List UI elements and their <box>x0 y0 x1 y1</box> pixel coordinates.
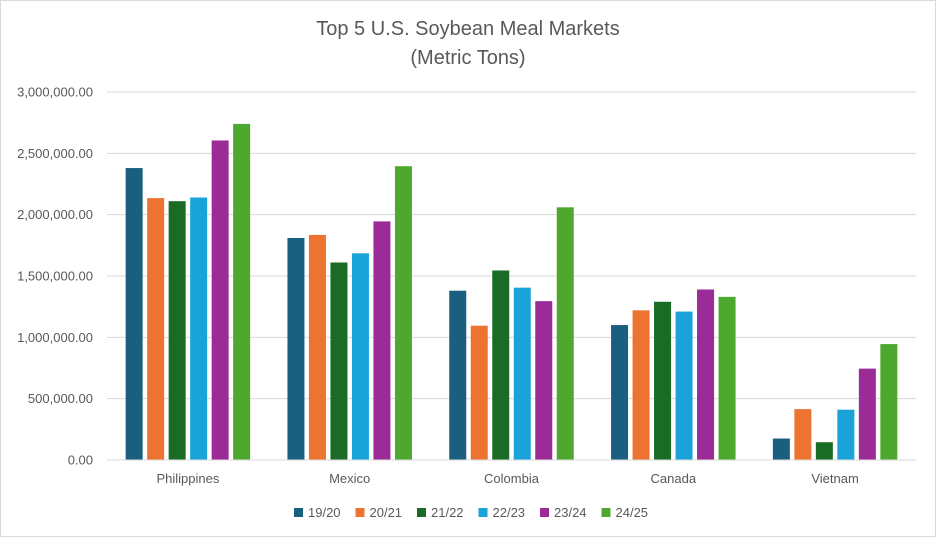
bar-22-23-vietnam <box>837 409 855 460</box>
bar-19-20-colombia <box>449 290 467 460</box>
legend-swatch <box>478 508 488 517</box>
y-axis-tick-labels: 0.00 500,000.00 1,000,000.00 1,500,000.00 2,… <box>17 85 93 468</box>
legend-swatch <box>601 508 611 517</box>
bar-19-20-canada <box>611 325 629 460</box>
legend-label: 19/20 <box>308 505 341 520</box>
bar-22-23-colombia <box>513 287 531 460</box>
bar-21-22-philippines <box>168 201 186 460</box>
bar-20-21-colombia <box>470 325 488 460</box>
y-tick-label: 3,000,000.00 <box>17 85 93 100</box>
y-tick-label: 1,000,000.00 <box>17 330 93 345</box>
legend-swatch <box>540 508 549 517</box>
x-tick-label: Colombia <box>484 471 540 486</box>
x-axis-tick-labels: Philippines Mexico Colombia Canada Vietnam <box>156 471 858 486</box>
legend-label: 21/22 <box>431 505 464 520</box>
bar-21-22-vietnam <box>815 442 833 460</box>
legend-swatch <box>294 508 303 517</box>
bar-22-23-philippines <box>190 197 208 460</box>
legend-label: 24/25 <box>616 505 649 520</box>
bar-22-23-canada <box>675 311 693 460</box>
bar-23-24-mexico <box>373 221 391 460</box>
bar-23-24-philippines <box>211 140 229 460</box>
bar-20-21-vietnam <box>794 409 812 460</box>
legend-label: 23/24 <box>554 505 587 520</box>
bar-23-24-canada <box>697 289 715 460</box>
legend-label: 22/23 <box>493 505 526 520</box>
bar-22-23-mexico <box>351 253 369 460</box>
y-tick-label: 500,000.00 <box>28 391 93 406</box>
bars <box>125 123 898 461</box>
bar-19-20-philippines <box>125 168 143 460</box>
chart-title: Top 5 U.S. Soybean Meal Markets <box>316 18 619 40</box>
y-tick-label: 2,000,000.00 <box>17 207 93 222</box>
bar-21-22-colombia <box>492 270 510 460</box>
bar-24-25-colombia <box>556 207 574 460</box>
bar-21-22-canada <box>654 301 672 460</box>
chart-subtitle: (Metric Tons) <box>410 47 525 69</box>
bar-24-25-vietnam <box>880 344 898 460</box>
x-tick-label: Mexico <box>329 471 370 486</box>
legend: 19/20 20/21 21/22 22/23 23/24 24/25 <box>294 505 648 520</box>
x-tick-label: Canada <box>651 471 697 486</box>
bar-23-24-vietnam <box>858 368 876 460</box>
bar-20-21-philippines <box>147 198 165 460</box>
bar-21-22-mexico <box>330 262 348 460</box>
bar-19-20-vietnam <box>772 438 790 460</box>
bar-19-20-mexico <box>287 237 305 460</box>
bar-20-21-mexico <box>308 234 326 460</box>
y-tick-label: 1,500,000.00 <box>17 269 93 284</box>
bar-23-24-colombia <box>535 301 553 460</box>
bar-20-21-canada <box>632 310 650 460</box>
x-tick-label: Philippines <box>156 471 219 486</box>
legend-swatch <box>355 508 365 517</box>
x-tick-label: Vietnam <box>811 471 858 486</box>
bar-24-25-canada <box>718 296 736 460</box>
legend-swatch <box>417 508 426 517</box>
bar-24-25-philippines <box>233 123 251 460</box>
y-tick-label: 0.00 <box>68 453 93 468</box>
y-tick-label: 2,500,000.00 <box>17 146 93 161</box>
legend-label: 20/21 <box>370 505 403 520</box>
bar-24-25-mexico <box>394 166 412 461</box>
